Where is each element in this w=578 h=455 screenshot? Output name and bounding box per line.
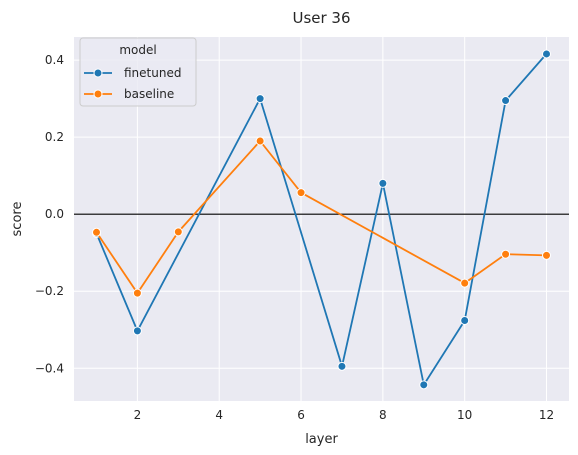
data-point-finetuned xyxy=(255,94,265,104)
x-tick-label: 12 xyxy=(539,408,554,422)
x-tick-label: 4 xyxy=(215,408,223,422)
data-point-finetuned xyxy=(542,49,551,59)
legend-title: model xyxy=(119,43,156,57)
data-point-baseline xyxy=(255,136,265,146)
data-point-finetuned xyxy=(337,361,347,371)
data-point-baseline xyxy=(132,288,142,298)
data-point-baseline xyxy=(501,249,511,259)
series-baseline xyxy=(92,136,551,298)
chart-title: User 36 xyxy=(292,9,350,27)
data-point-baseline xyxy=(296,188,306,198)
x-axis-label: layer xyxy=(305,432,338,447)
x-tick-label: 6 xyxy=(297,408,305,422)
data-point-finetuned xyxy=(419,380,429,390)
data-point-finetuned xyxy=(132,326,142,336)
legend-box xyxy=(79,37,197,107)
series-layer xyxy=(92,49,551,390)
y-tick-label: 0.2 xyxy=(45,130,64,144)
y-tick-label: 0.4 xyxy=(45,53,64,67)
y-tick-label: −0.2 xyxy=(35,284,64,298)
data-point-finetuned xyxy=(460,315,470,325)
y-tick-label: −0.4 xyxy=(35,361,64,375)
y-axis-label: score xyxy=(10,202,25,237)
x-tick-label: 2 xyxy=(134,408,142,422)
data-point-finetuned xyxy=(501,96,511,106)
y-tick-label: 0.0 xyxy=(45,207,64,221)
legend-label: finetuned xyxy=(124,66,181,80)
legend-marker xyxy=(93,68,103,78)
tick-labels: 2 4 6 8 10 12 −0.4 −0.2 0.0 0.2 0.4 xyxy=(35,53,554,422)
legend-item-baseline: baseline xyxy=(84,87,174,101)
legend-item-finetuned: finetuned xyxy=(84,66,181,80)
legend: model finetuned baseline xyxy=(79,37,197,107)
x-tick-label: 10 xyxy=(457,408,472,422)
series-line-baseline xyxy=(95,140,547,295)
x-tick-label: 8 xyxy=(379,408,387,422)
legend-marker xyxy=(93,89,103,99)
data-point-baseline xyxy=(92,227,101,237)
data-point-baseline xyxy=(460,278,470,288)
data-point-finetuned xyxy=(378,178,388,188)
data-point-baseline xyxy=(173,227,183,237)
data-point-baseline xyxy=(542,250,551,260)
legend-label: baseline xyxy=(124,87,174,101)
